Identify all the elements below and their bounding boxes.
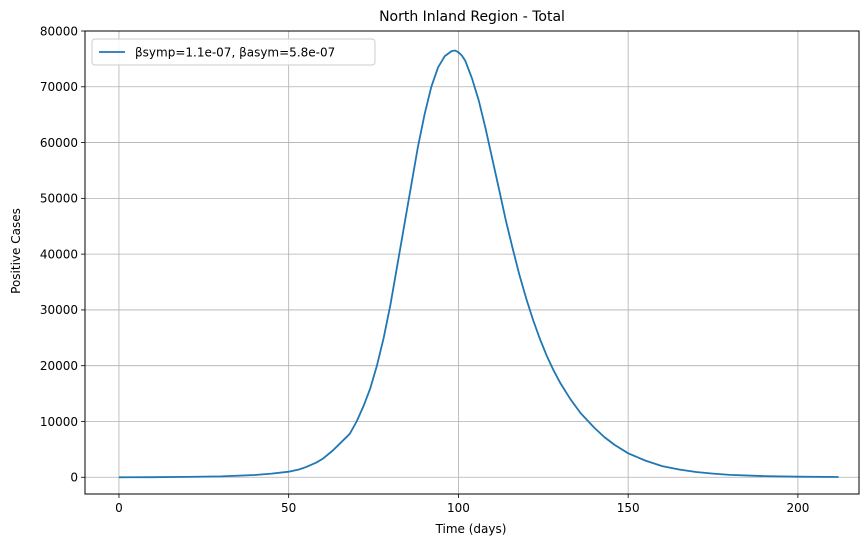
chart-title: North Inland Region - Total — [379, 9, 565, 25]
legend: βsymp=1.1e-07, βasym=5.8e-07 — [91, 38, 376, 66]
x-axis-ticks: 0 50 100 150 200 — [115, 494, 809, 515]
plot-series — [118, 49, 839, 479]
y-tick-label: 0 — [70, 471, 78, 485]
y-tick-label: 10000 — [40, 415, 78, 429]
y-tick-label: 20000 — [40, 359, 78, 373]
y-tick-label: 30000 — [40, 303, 78, 317]
legend-entry-label: βsymp=1.1e-07, βasym=5.8e-07 — [135, 46, 335, 60]
y-tick-label: 40000 — [40, 247, 78, 261]
legend-box — [91, 38, 376, 66]
plot-frame — [84, 30, 860, 495]
y-tick-label: 60000 — [40, 136, 78, 150]
x-tick-label: 0 — [115, 501, 123, 515]
y-axis-label: Positive Cases — [9, 208, 23, 294]
x-tick-label: 50 — [281, 501, 296, 515]
x-tick-label: 200 — [786, 501, 809, 515]
x-tick-label: 150 — [617, 501, 640, 515]
x-axis-label: Time (days) — [435, 522, 507, 536]
series-line — [118, 49, 839, 479]
y-tick-label: 80000 — [40, 24, 78, 38]
y-axis-ticks: 0 10000 20000 30000 40000 50000 60000 70000 8000… — [40, 24, 85, 485]
y-tick-label: 50000 — [40, 192, 78, 206]
y-tick-label: 70000 — [40, 80, 78, 94]
x-tick-label: 100 — [447, 501, 470, 515]
